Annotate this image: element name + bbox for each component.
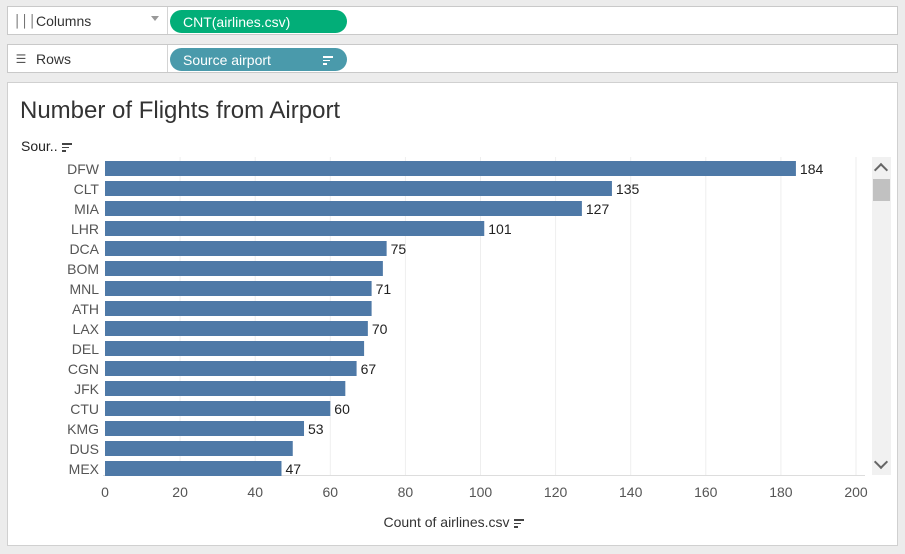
y-tick-label: LAX: [73, 321, 100, 337]
scroll-thumb[interactable]: [873, 179, 890, 201]
columns-label: Columns: [36, 12, 92, 29]
data-label: 47: [285, 461, 301, 477]
chart-title: Number of Flights from Airport: [20, 97, 341, 124]
bar[interactable]: [105, 221, 485, 236]
y-tick-label: KMG: [67, 421, 99, 437]
columns-icon: │││: [14, 13, 37, 28]
y-tick-label: MIA: [74, 201, 100, 217]
x-tick-label: 40: [247, 484, 263, 500]
sort-icon[interactable]: [323, 56, 333, 65]
y-tick-label: DEL: [72, 341, 99, 357]
bar[interactable]: [105, 281, 372, 296]
x-tick-label: 60: [323, 484, 339, 500]
rows-shelf-label[interactable]: ☰ Rows: [8, 45, 168, 72]
bar[interactable]: [105, 461, 282, 476]
data-label: 67: [361, 361, 377, 377]
data-label: 127: [586, 201, 610, 217]
data-label: 101: [488, 221, 512, 237]
x-tick-label: 200: [844, 484, 868, 500]
x-tick-label: 140: [619, 484, 643, 500]
bar[interactable]: [105, 441, 293, 456]
columns-shelf-label[interactable]: │││ Columns: [8, 7, 168, 34]
y-tick-label: CLT: [74, 181, 100, 197]
y-axis-label: Sour..: [21, 138, 58, 154]
bar[interactable]: [105, 161, 796, 176]
bar[interactable]: [105, 321, 368, 336]
y-tick-label: DCA: [69, 241, 99, 257]
scroll-up-icon[interactable]: [873, 162, 889, 178]
y-tick-label: DUS: [69, 441, 99, 457]
bar[interactable]: [105, 261, 383, 276]
bar[interactable]: [105, 421, 305, 436]
data-label: 135: [616, 181, 640, 197]
bar[interactable]: [105, 181, 612, 196]
x-tick-label: 100: [469, 484, 493, 500]
data-label: 75: [391, 241, 407, 257]
scroll-down-icon[interactable]: [873, 454, 889, 470]
columns-pill[interactable]: CNT(airlines.csv): [170, 10, 347, 33]
data-label: 71: [376, 281, 392, 297]
data-label: 184: [800, 161, 824, 177]
y-tick-label: BOM: [67, 261, 99, 277]
bar[interactable]: [105, 201, 582, 216]
bar[interactable]: [105, 361, 357, 376]
dropdown-arrow-icon[interactable]: [151, 16, 159, 21]
rows-pill-label: Source airport: [183, 51, 271, 68]
y-tick-label: DFW: [67, 161, 100, 177]
bar[interactable]: [105, 341, 365, 356]
y-axis-header[interactable]: Sour..: [21, 138, 72, 154]
chart-svg: DFW 184 CLT 135 MIA 127 LHR 101 DCA 75 BOM MNL 71 ATH…: [67, 157, 868, 500]
y-tick-label: LHR: [71, 221, 99, 237]
y-tick-label: CTU: [70, 401, 99, 417]
vertical-scrollbar[interactable]: [872, 157, 891, 475]
sort-icon[interactable]: [61, 143, 72, 152]
x-tick-label: 80: [398, 484, 414, 500]
bar[interactable]: [105, 381, 346, 396]
rows-pill[interactable]: Source airport: [170, 48, 347, 71]
data-label: 60: [334, 401, 350, 417]
y-tick-label: JFK: [74, 381, 100, 397]
x-axis-title-wrap[interactable]: Count of airlines.csv: [8, 514, 899, 530]
bar[interactable]: [105, 401, 331, 416]
rows-shelf: ☰ Rows Source airport: [7, 44, 898, 73]
x-tick-label: 120: [544, 484, 568, 500]
columns-pill-label: CNT(airlines.csv): [183, 13, 291, 30]
x-tick-label: 180: [769, 484, 793, 500]
bar[interactable]: [105, 301, 372, 316]
data-label: 70: [372, 321, 388, 337]
y-tick-label: MEX: [69, 461, 100, 477]
x-axis-label: Count of airlines.csv: [383, 514, 510, 530]
y-tick-label: MNL: [69, 281, 99, 297]
y-tick-label: ATH: [72, 301, 99, 317]
sort-icon[interactable]: [513, 519, 524, 528]
data-label: 53: [308, 421, 324, 437]
x-tick-label: 160: [694, 484, 718, 500]
y-tick-label: CGN: [68, 361, 99, 377]
columns-shelf: │││ Columns CNT(airlines.csv): [7, 6, 898, 35]
bar[interactable]: [105, 241, 387, 256]
x-tick-label: 20: [172, 484, 188, 500]
chart-panel: Number of Flights from Airport Sour.. DF…: [7, 82, 898, 546]
rows-icon: ☰: [15, 51, 27, 66]
rows-label: Rows: [36, 50, 72, 67]
x-tick-label: 0: [101, 484, 109, 500]
